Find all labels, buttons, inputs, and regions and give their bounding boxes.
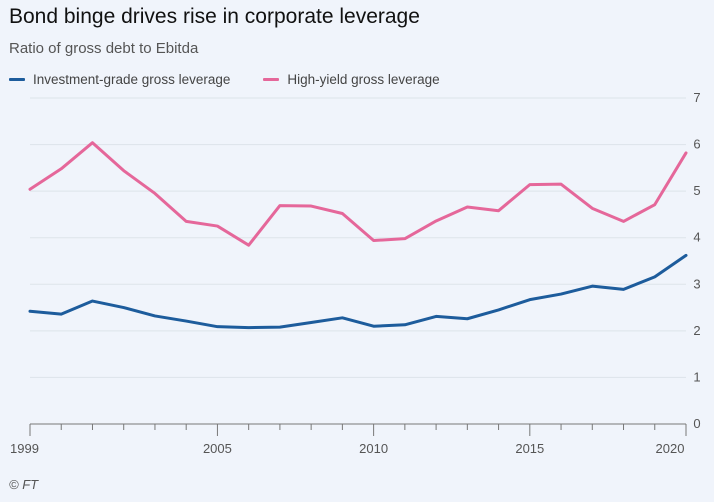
- source-credit: © FT: [9, 477, 39, 492]
- legend-label-investment-grade: Investment-grade gross leverage: [33, 72, 231, 87]
- y-tick-label-3: 3: [693, 276, 700, 291]
- chart-legend: Investment-grade gross leverage High-yie…: [9, 72, 473, 87]
- y-tick-label-6: 6: [693, 137, 700, 152]
- chart-subtitle: Ratio of gross debt to Ebitda: [9, 40, 199, 57]
- y-tick-label-1: 1: [693, 369, 700, 384]
- legend-item-investment-grade: Investment-grade gross leverage: [9, 72, 230, 87]
- series-line-high-yield: [28, 141, 688, 247]
- y-tick-label-4: 4: [693, 230, 700, 245]
- legend-swatch-high-yield: [263, 78, 280, 81]
- y-tick-label-7: 7: [693, 90, 700, 105]
- series-line-investment-grade: [28, 253, 688, 330]
- y-tick-label-2: 2: [693, 323, 700, 338]
- x-tick-label-2010: 2010: [359, 441, 388, 456]
- x-tick-label-2005: 2005: [203, 441, 232, 456]
- y-tick-label-0: 0: [693, 416, 700, 431]
- legend-swatch-investment-grade: [9, 78, 25, 81]
- x-tick-label-2020: 2020: [656, 441, 685, 456]
- y-tick-label-5: 5: [693, 183, 700, 198]
- legend-item-high-yield: High-yield gross leverage: [263, 72, 440, 87]
- x-tick-label-2015: 2015: [515, 441, 544, 456]
- x-tick-label-1999: 1999: [10, 441, 39, 456]
- chart-title: Bond binge drives rise in corporate leve…: [9, 5, 420, 28]
- legend-label-high-yield: High-yield gross leverage: [287, 72, 440, 87]
